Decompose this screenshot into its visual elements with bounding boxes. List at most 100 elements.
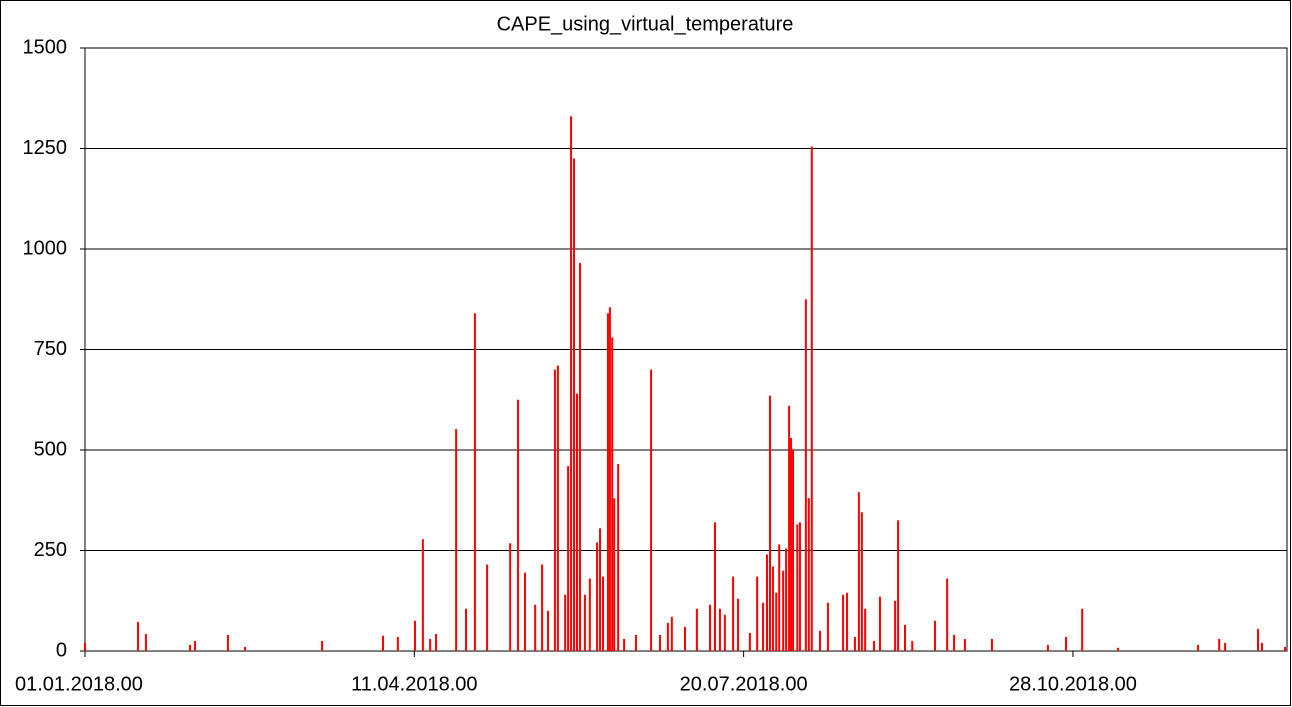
bar bbox=[658, 634, 661, 651]
y-tick-label: 1250 bbox=[23, 137, 68, 159]
bar bbox=[903, 624, 906, 651]
bar bbox=[1117, 647, 1120, 651]
bar bbox=[570, 116, 573, 652]
bar bbox=[1224, 642, 1227, 651]
bar bbox=[846, 592, 849, 651]
bar bbox=[556, 365, 559, 651]
bar bbox=[193, 640, 196, 651]
bar bbox=[894, 600, 897, 651]
bar bbox=[1046, 644, 1049, 651]
y-tick-label: 750 bbox=[34, 338, 67, 360]
bar bbox=[421, 539, 424, 651]
y-tick-label: 500 bbox=[34, 438, 67, 460]
bar bbox=[611, 337, 614, 651]
bar bbox=[756, 576, 759, 651]
bar bbox=[695, 608, 698, 651]
x-tick-label: 20.07.2018.00 bbox=[680, 673, 808, 695]
bar bbox=[963, 638, 966, 651]
bar bbox=[534, 604, 537, 651]
bar bbox=[897, 520, 900, 651]
bar bbox=[1218, 638, 1221, 651]
bar bbox=[455, 429, 458, 651]
bar bbox=[737, 598, 740, 651]
bar bbox=[435, 634, 438, 651]
y-tick-label: 0 bbox=[56, 639, 67, 661]
bar bbox=[785, 548, 788, 651]
bar bbox=[578, 263, 581, 651]
bar bbox=[650, 369, 653, 651]
bar bbox=[473, 313, 476, 651]
bar bbox=[684, 626, 687, 651]
bar bbox=[788, 405, 791, 651]
bar bbox=[189, 644, 192, 651]
bar bbox=[762, 602, 765, 651]
bar bbox=[946, 578, 949, 651]
bar bbox=[575, 393, 578, 651]
y-tick-label: 1500 bbox=[23, 36, 68, 58]
bar bbox=[768, 395, 771, 651]
bar bbox=[413, 620, 416, 651]
chart-title: CAPE_using_virtual_temperature bbox=[497, 13, 794, 35]
bar bbox=[792, 450, 795, 651]
y-tick-label: 1000 bbox=[23, 237, 68, 259]
bar bbox=[718, 608, 721, 651]
bar bbox=[878, 596, 881, 651]
bar bbox=[713, 522, 716, 651]
bar bbox=[778, 544, 781, 651]
bar bbox=[144, 634, 147, 651]
bar bbox=[509, 543, 512, 651]
bar bbox=[670, 616, 673, 651]
bar bbox=[517, 399, 520, 651]
bar bbox=[321, 640, 324, 651]
bar bbox=[953, 634, 956, 651]
bar bbox=[596, 542, 599, 651]
bar bbox=[819, 630, 822, 651]
bar bbox=[564, 594, 567, 651]
bar bbox=[382, 635, 385, 651]
bar bbox=[602, 576, 605, 651]
bar bbox=[732, 576, 735, 651]
bar bbox=[810, 146, 813, 652]
bar bbox=[790, 437, 793, 651]
bar bbox=[798, 522, 801, 651]
bar bbox=[553, 369, 556, 651]
bar bbox=[1197, 644, 1200, 651]
bar bbox=[1257, 628, 1260, 651]
bar bbox=[804, 299, 807, 651]
bar bbox=[873, 640, 876, 651]
bar bbox=[1065, 636, 1068, 651]
bar bbox=[933, 620, 936, 651]
bar bbox=[709, 604, 712, 651]
bar bbox=[573, 158, 576, 652]
bar bbox=[842, 594, 845, 651]
bar bbox=[465, 608, 468, 651]
bar bbox=[1284, 646, 1287, 651]
bar bbox=[617, 464, 620, 651]
x-tick-label: 11.04.2018.00 bbox=[351, 673, 477, 695]
bar bbox=[853, 636, 856, 651]
bar bbox=[547, 610, 550, 651]
bar bbox=[771, 566, 774, 651]
bar bbox=[523, 572, 526, 651]
bar bbox=[606, 313, 609, 651]
bar bbox=[429, 638, 432, 651]
bar bbox=[857, 492, 860, 651]
bar bbox=[766, 554, 769, 651]
bar bbox=[826, 602, 829, 651]
bar bbox=[583, 594, 586, 651]
bar bbox=[723, 614, 726, 651]
bar bbox=[226, 634, 229, 651]
bar bbox=[486, 564, 489, 651]
bar bbox=[782, 570, 785, 651]
y-tick-label: 250 bbox=[34, 539, 67, 561]
bar bbox=[864, 608, 867, 651]
bar bbox=[1260, 642, 1263, 651]
bar bbox=[599, 528, 602, 651]
bar bbox=[807, 498, 810, 651]
bar bbox=[775, 592, 778, 651]
bar bbox=[911, 640, 914, 651]
bar bbox=[588, 578, 591, 651]
bar bbox=[990, 638, 993, 651]
bar bbox=[613, 498, 616, 651]
